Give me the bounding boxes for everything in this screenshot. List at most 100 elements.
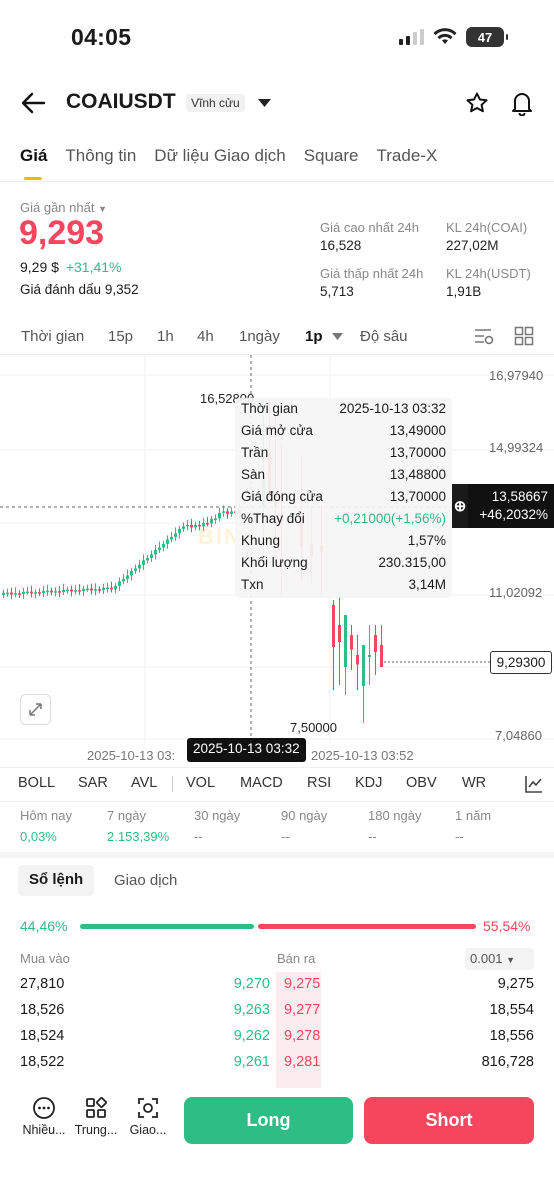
candle-body [122, 578, 125, 582]
expand-chart-icon[interactable] [20, 694, 51, 725]
candle-body [158, 547, 161, 550]
candle-body [38, 592, 41, 594]
perf-value-90d: -- [281, 829, 290, 844]
timeframe-4h[interactable]: 4h [197, 328, 214, 345]
indicator-kdj[interactable]: KDJ [355, 775, 383, 791]
chart-settings-icon[interactable] [473, 326, 495, 346]
indicator-macd[interactable]: MACD [240, 775, 283, 791]
tab-info[interactable]: Thông tin [65, 146, 137, 165]
price-usd-row: 9,29 $ +31,41% [20, 259, 122, 275]
indicator-boll[interactable]: BOLL [18, 775, 56, 791]
low-marker: 7,50000 [290, 720, 337, 735]
tab-trade-x[interactable]: Trade-X [376, 146, 438, 165]
more-button[interactable]: Nhiều... [20, 1096, 68, 1137]
stat-vol-usdt-value: 1,91B [446, 284, 482, 299]
tab-square[interactable]: Square [303, 146, 359, 165]
grid-trading-icon [138, 1098, 158, 1118]
candle-body [338, 625, 341, 642]
buy-price: 9,262 [233, 1028, 270, 1044]
candle-body [90, 588, 93, 591]
candle-body [222, 511, 225, 513]
sell-price: 9,281 [284, 1054, 321, 1070]
timeframe-1h[interactable]: 1h [157, 328, 174, 345]
candle-body [126, 575, 129, 579]
layout-grid-icon[interactable] [514, 326, 534, 346]
bell-icon[interactable] [510, 90, 534, 116]
candle-body [218, 512, 221, 519]
order-row[interactable]: 27,810 9,270 9,275 9,275 [0, 976, 554, 1002]
candle-body [226, 511, 229, 514]
candle-body [130, 570, 133, 576]
crosshair-plus-icon[interactable]: ⊕ [452, 484, 468, 528]
tooltip-row: Giá đóng cửa 13,70000 [241, 489, 446, 504]
section-separator [0, 852, 554, 858]
candle-body [380, 645, 383, 667]
candle-body [46, 590, 49, 593]
candle-body [26, 591, 29, 594]
tab-trades[interactable]: Giao dịch [114, 872, 178, 889]
indicator-chart-icon[interactable] [524, 774, 544, 794]
stat-high-value: 16,528 [320, 238, 362, 253]
timeframe-depth[interactable]: Độ sâu [360, 328, 408, 345]
sell-qty: 18,554 [489, 1002, 534, 1018]
back-arrow-icon[interactable] [20, 90, 46, 116]
stat-high-label: Giá cao nhất 24h [320, 220, 420, 235]
indicator-bottom-divider [0, 801, 554, 802]
precision-select[interactable]: 0.001 ▼ [465, 948, 534, 970]
last-price: 9,293 [19, 214, 105, 252]
candle-body [210, 518, 213, 524]
sell-price: 9,278 [284, 1028, 321, 1044]
indicator-rsi[interactable]: RSI [307, 775, 332, 791]
candle-body [154, 549, 157, 555]
stat-low-value: 5,713 [320, 284, 354, 299]
order-row[interactable]: 18,526 9,263 9,277 18,554 [0, 1002, 554, 1028]
dropdown-caret-icon[interactable] [258, 98, 271, 108]
main-tabs: Giá Thông tin Dữ liệu Giao dịch Square T… [20, 146, 455, 180]
indicator-vol[interactable]: VOL [186, 775, 216, 791]
timeframe-1m[interactable]: 1p [305, 328, 323, 345]
long-button[interactable]: Long [184, 1097, 353, 1144]
perf-value-1y: -- [455, 829, 464, 844]
buy-price: 9,270 [233, 976, 270, 992]
order-row[interactable]: 18,522 9,261 9,281 816,728 [0, 1054, 554, 1080]
last-price-label[interactable]: Giá gần nhất ▼ [20, 200, 107, 215]
y-label-3: 11,02092 [489, 585, 543, 600]
candle-body [22, 591, 25, 594]
indicator-sar[interactable]: SAR [78, 775, 108, 791]
order-row[interactable]: 18,524 9,262 9,278 18,556 [0, 1028, 554, 1054]
tooltip-row: Thời gian 2025-10-13 03:32 [241, 401, 446, 416]
candle-body [206, 522, 209, 525]
timeframe-time[interactable]: Thời gian [21, 328, 85, 345]
symbol-title[interactable]: COAIUSDT [66, 90, 176, 113]
timeframe-1d[interactable]: 1ngày [239, 328, 280, 345]
tab-trading-data[interactable]: Dữ liệu Giao dịch [154, 146, 286, 165]
candle-body [34, 592, 37, 594]
crosshair-price: 13,58667 [491, 489, 548, 504]
tab-price[interactable]: Giá [20, 146, 47, 180]
indicator-wr[interactable]: WR [462, 775, 487, 791]
grid-trading-button[interactable]: Giao... [124, 1096, 172, 1137]
candle-body [356, 655, 359, 665]
timeframe-caret-icon[interactable] [332, 333, 343, 341]
tab-order-book[interactable]: Sổ lệnh [18, 865, 95, 896]
indicator-obv[interactable]: OBV [406, 775, 437, 791]
buy-ratio-bar [80, 924, 255, 929]
indicator-separator [172, 776, 173, 792]
buy-price: 9,261 [233, 1054, 270, 1070]
precision-value: 0.001 [470, 951, 503, 966]
indicator-top-divider [0, 767, 554, 768]
tooltip-row: Khối lượng 230.315,00 [241, 555, 446, 570]
short-button[interactable]: Short [364, 1097, 534, 1144]
middle-button[interactable]: Trung... [72, 1096, 120, 1137]
candle-body [332, 605, 335, 647]
candle-body [86, 588, 89, 591]
star-icon[interactable] [465, 91, 489, 115]
sell-depth-bg [276, 972, 321, 1088]
timeframe-15m[interactable]: 15p [108, 328, 134, 345]
chevron-down-icon: ▼ [98, 204, 107, 214]
x-label-2: 2025-10-13 03:52 [311, 748, 414, 763]
indicator-avl[interactable]: AVL [131, 775, 158, 791]
candle-body [374, 635, 377, 652]
candle-body [344, 615, 347, 667]
y-label-1: 16,97940 [489, 368, 544, 383]
